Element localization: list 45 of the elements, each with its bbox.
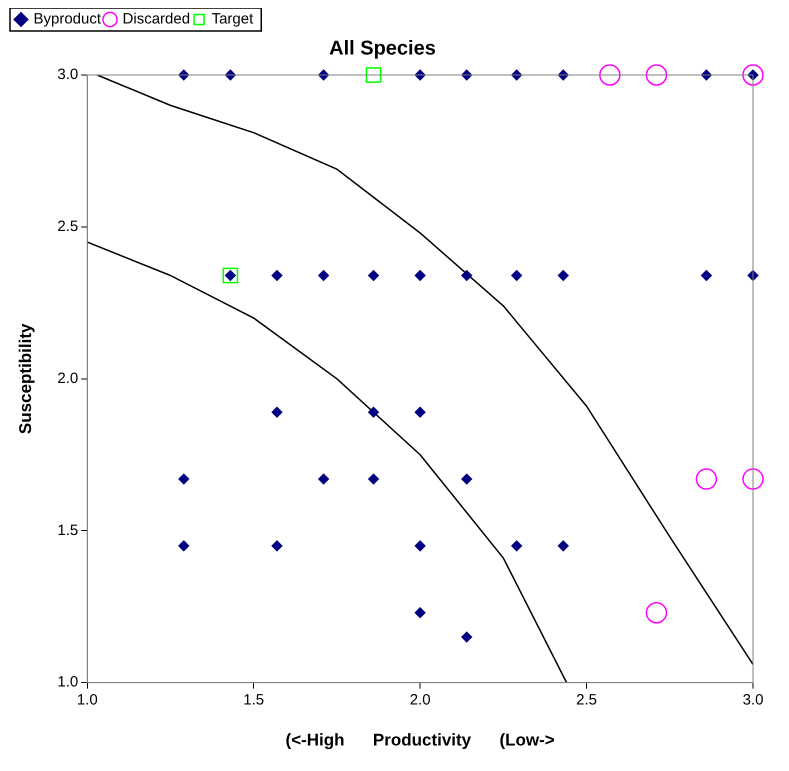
point — [271, 540, 282, 552]
point — [414, 406, 426, 418]
point — [511, 270, 522, 282]
point — [178, 474, 190, 485]
point — [318, 474, 330, 485]
point — [414, 540, 426, 552]
point — [646, 64, 668, 86]
y-tick-label: 2.5 — [57, 218, 78, 236]
point — [646, 602, 668, 624]
legend-label: Byproduct — [34, 10, 102, 28]
point — [599, 64, 621, 86]
x-tick-label: 2.5 — [576, 692, 597, 709]
y-tick-label: 3.0 — [57, 66, 78, 84]
point — [271, 406, 282, 418]
x-tick-label: 3.0 — [742, 692, 764, 709]
point — [461, 632, 472, 643]
point — [414, 607, 426, 618]
point — [368, 474, 380, 485]
point — [461, 270, 472, 282]
point — [558, 540, 569, 552]
legend-label: Discarded — [122, 10, 190, 28]
point — [558, 270, 569, 282]
point — [368, 406, 380, 418]
x-tick-label: 2.0 — [410, 692, 431, 709]
y-tick-label: 2.0 — [57, 370, 78, 387]
point — [368, 270, 380, 282]
x-tick-label: 1.0 — [76, 692, 98, 709]
x-axis-title: (<-High Productivity (Low-> — [286, 730, 555, 750]
point — [318, 270, 330, 282]
point — [178, 540, 190, 552]
y-tick-label: 1.5 — [57, 522, 78, 539]
point — [271, 270, 282, 282]
point — [742, 64, 764, 86]
point — [366, 67, 382, 83]
x-tick-label: 1.5 — [243, 692, 264, 709]
point — [700, 270, 712, 282]
point — [742, 468, 764, 490]
point — [414, 270, 426, 282]
point — [696, 468, 718, 490]
y-tick-label: 1.0 — [57, 674, 78, 691]
point — [511, 540, 522, 552]
y-axis-title: Susceptibility — [16, 322, 35, 434]
chart-title: All Species — [329, 38, 436, 60]
legend-label: Target — [212, 10, 254, 28]
point — [461, 474, 472, 485]
